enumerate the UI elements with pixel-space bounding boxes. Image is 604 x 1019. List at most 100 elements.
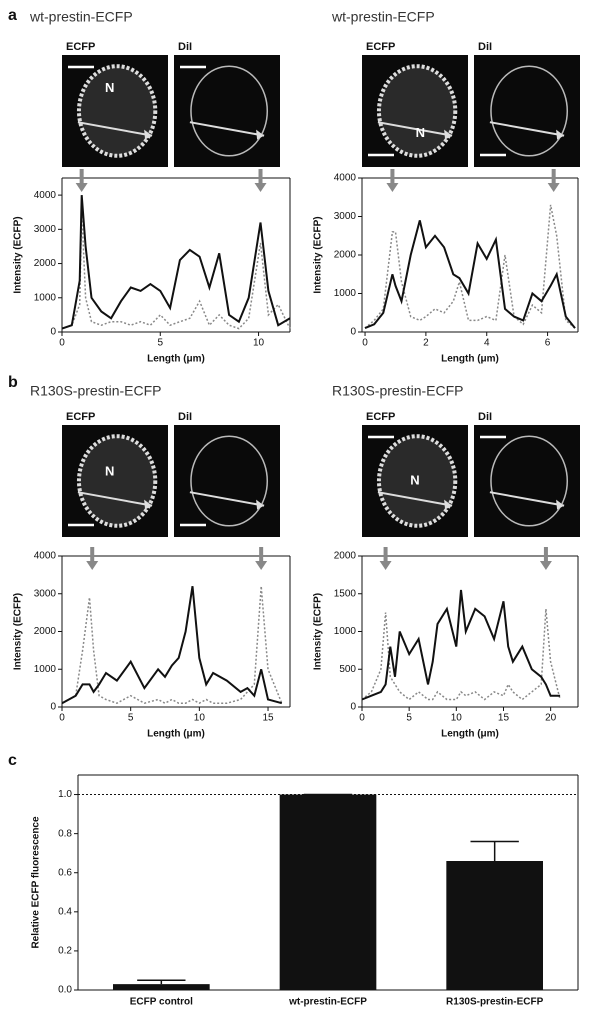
image-label: ECFP — [66, 411, 95, 423]
arrow-head — [444, 499, 453, 510]
chart-title: wt-prestin-ECFP — [29, 9, 133, 25]
y-tick-label: 0.0 — [58, 985, 72, 996]
y-axis-label: Relative ECFP fluorescence — [31, 816, 42, 949]
y-tick-label: 0 — [350, 327, 356, 338]
line-scan-arrow — [77, 491, 153, 507]
bar — [113, 984, 210, 990]
y-tick-label: 2000 — [34, 626, 57, 637]
peak-arrow — [86, 547, 99, 570]
cell-outline — [190, 435, 269, 527]
nucleus-label: N — [410, 472, 419, 487]
peak-arrow — [547, 169, 560, 192]
cell-outline — [490, 435, 569, 527]
y-tick-label: 4000 — [34, 551, 57, 562]
x-axis-label: Length (μm) — [147, 729, 205, 740]
chart-title: wt-prestin-ECFP — [331, 9, 435, 25]
x-tick-label: 10 — [194, 713, 206, 724]
arrow-head — [144, 499, 153, 510]
line-scan-arrow — [377, 491, 453, 507]
arrow-head — [256, 129, 265, 140]
cell-outline — [190, 65, 269, 157]
x-axis-label: Length (μm) — [441, 729, 499, 740]
x-tick-label: 10 — [451, 713, 463, 724]
cell-outline — [76, 64, 158, 158]
x-tick-label: 0 — [59, 338, 65, 349]
micrograph — [174, 55, 280, 167]
line-scan-arrow — [377, 121, 453, 137]
line-scan-arrow — [77, 121, 153, 137]
x-tick-label: 20 — [545, 713, 557, 724]
bar — [446, 861, 543, 990]
y-tick-label: 2000 — [34, 258, 57, 269]
arrow-head — [144, 129, 153, 140]
y-tick-label: 0 — [350, 702, 356, 713]
y-tick-label: 1500 — [334, 588, 357, 599]
y-tick-label: 3000 — [34, 224, 57, 235]
bar — [279, 794, 377, 990]
series-line — [61, 195, 291, 330]
y-tick-label: 0.4 — [58, 906, 72, 917]
error-bar — [137, 979, 186, 985]
image-label: DiI — [478, 411, 492, 423]
nucleus-label: N — [105, 80, 114, 95]
y-axis-label: Intensity (ECFP) — [13, 216, 24, 293]
x-tick-label: 10 — [253, 338, 265, 349]
cell-outline — [376, 64, 458, 158]
x-axis-label: Length (μm) — [441, 354, 499, 365]
micrograph — [474, 425, 580, 537]
x-tick-label: 2 — [423, 338, 429, 349]
peak-arrow — [75, 169, 88, 192]
peak-arrow — [255, 547, 268, 570]
nucleus-label: N — [105, 463, 114, 478]
series-line — [364, 220, 576, 330]
y-tick-label: 3000 — [334, 211, 357, 222]
peak-arrow — [539, 547, 552, 570]
peak-arrow — [379, 547, 392, 570]
image-label: DiI — [178, 41, 192, 53]
panel-label: b — [8, 374, 18, 391]
x-tick-label: 5 — [128, 713, 134, 724]
y-axis-label: Intensity (ECFP) — [313, 216, 324, 293]
cell-outline — [76, 434, 158, 528]
micrograph — [174, 425, 280, 537]
y-tick-label: 0.2 — [58, 946, 72, 957]
x-tick-label: 0 — [359, 713, 365, 724]
x-tick-label: 0 — [362, 338, 368, 349]
chart-title: R130S-prestin-ECFP — [332, 383, 464, 399]
line-scan-arrow — [189, 491, 265, 507]
y-tick-label: 2000 — [334, 250, 357, 261]
x-tick-label: 5 — [406, 713, 412, 724]
error-bar — [470, 840, 519, 861]
y-tick-label: 500 — [339, 664, 356, 675]
series-line — [61, 208, 291, 330]
y-tick-label: 2000 — [334, 551, 357, 562]
x-tick-label: 5 — [157, 338, 163, 349]
arrow-head — [556, 129, 565, 140]
x-tick-label: wt-prestin-ECFP — [288, 997, 367, 1008]
y-tick-label: 3000 — [34, 588, 57, 599]
series-line — [61, 586, 283, 705]
y-tick-label: 0.8 — [58, 828, 72, 839]
y-tick-label: 0 — [50, 702, 56, 713]
series-line — [364, 204, 576, 329]
y-tick-label: 4000 — [334, 173, 357, 184]
y-tick-label: 1.0 — [58, 789, 72, 800]
y-tick-label: 1000 — [334, 626, 357, 637]
x-tick-label: 6 — [545, 338, 551, 349]
line-scan-arrow — [189, 121, 265, 137]
series-line — [361, 589, 561, 701]
x-tick-label: 15 — [262, 713, 274, 724]
y-tick-label: 1000 — [34, 664, 57, 675]
y-tick-label: 1000 — [334, 288, 357, 299]
image-label: ECFP — [66, 41, 95, 53]
arrow-head — [556, 499, 565, 510]
peak-arrow — [386, 169, 399, 192]
image-label: DiI — [178, 411, 192, 423]
x-tick-label: 4 — [484, 338, 490, 349]
line-scan-arrow — [489, 121, 565, 137]
line-scan-arrow — [489, 491, 565, 507]
y-tick-label: 1000 — [34, 292, 57, 303]
panel-label: a — [8, 7, 17, 24]
x-tick-label: R130S-prestin-ECFP — [446, 997, 544, 1008]
